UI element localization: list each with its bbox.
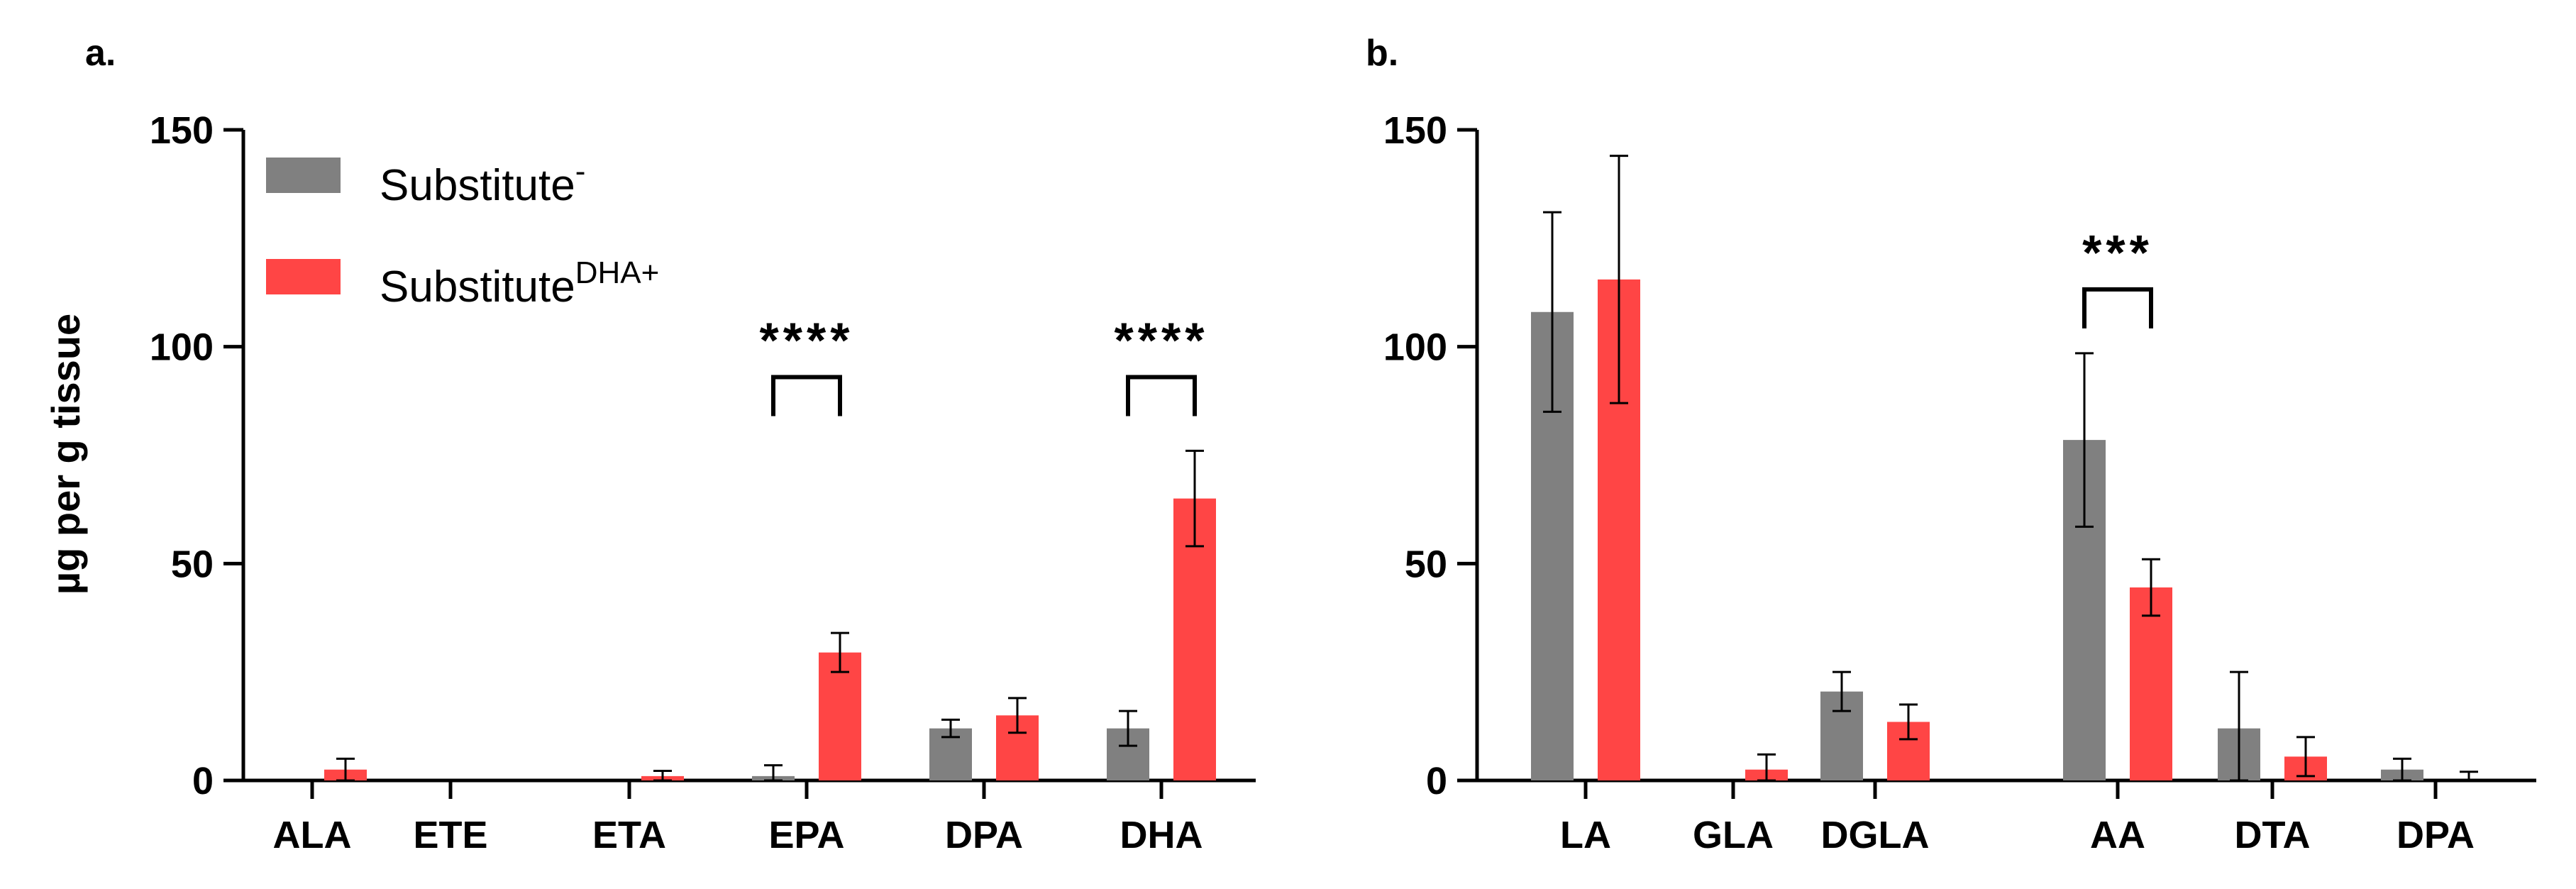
bar-red (819, 652, 861, 780)
x-tick-label: EPA (768, 814, 844, 856)
y-tick-label: 0 (1426, 760, 1447, 802)
y-tick-label: 150 (1383, 109, 1447, 152)
x-tick-label: DTA (2235, 814, 2311, 856)
x-tick-label: GLA (1693, 814, 1774, 856)
error-bar (1610, 155, 1628, 404)
error-bar (653, 770, 672, 782)
error-bar (1833, 670, 1851, 712)
error-bar (2393, 757, 2411, 782)
x-tick-label: ETA (592, 814, 666, 856)
y-axis-title-a: µg per g tissue (43, 314, 88, 595)
x-tick-label: DPA (2397, 814, 2475, 856)
error-bar (336, 757, 355, 782)
x-tick-label: LA (1560, 814, 1611, 856)
legend: Substitute- SubstituteDHA+ (266, 154, 659, 311)
x-tick-label: ETE (413, 814, 487, 856)
plot-area-a: 0 50 100 150 ALA ETE ETA EPA DPA DHA **** **** (150, 109, 1256, 856)
significance-label: *** (2082, 225, 2153, 280)
y-tick-label: 50 (1405, 543, 1447, 585)
panel-b: b. 0 50 100 150 LA GLA DGLA AA DTA DPA *** (1366, 33, 2536, 856)
bar-red (2130, 587, 2172, 780)
error-bar (2075, 352, 2094, 528)
x-tick-label: DGLA (1821, 814, 1930, 856)
significance-label: **** (1115, 312, 1209, 368)
y-tick-label: 100 (1383, 326, 1447, 369)
error-bar (764, 764, 783, 782)
x-tick-label: DHA (1120, 814, 1203, 856)
error-bar (2230, 670, 2248, 782)
error-bar (2296, 736, 2315, 778)
significance-bracket (771, 375, 842, 416)
x-tick-label: AA (2090, 814, 2145, 856)
error-bar (1543, 211, 1561, 413)
significance-bracket (2082, 287, 2153, 328)
y-tick-label: 0 (192, 760, 214, 802)
y-tick-label: 50 (171, 543, 214, 585)
error-bar (1185, 449, 1204, 548)
error-bar (2460, 771, 2478, 782)
y-tick-label: 100 (150, 326, 214, 369)
significance-label: **** (760, 312, 854, 368)
error-bar (1899, 703, 1918, 741)
error-bar (831, 631, 849, 673)
error-bar (2142, 558, 2160, 617)
plot-area-b: 0 50 100 150 LA GLA DGLA AA DTA DPA *** (1383, 109, 2536, 856)
legend-swatch-gray (266, 158, 341, 193)
error-bar (941, 718, 960, 739)
panel-letter-b: b. (1366, 33, 1398, 74)
error-bar (1119, 709, 1137, 747)
legend-swatch-red (266, 259, 341, 294)
panel-a: a. µg per g tissue 0 50 100 150 ALA ETE ETA EPA… (43, 33, 1256, 856)
panel-letter-a: a. (85, 33, 116, 74)
y-tick-label: 150 (150, 109, 214, 152)
error-bar (1757, 753, 1776, 782)
error-bar (1008, 697, 1027, 734)
significance-bracket (1126, 375, 1197, 416)
legend-label-red: SubstituteDHA+ (380, 255, 659, 311)
legend-label-gray: Substitute- (380, 154, 585, 210)
x-tick-label: DPA (945, 814, 1023, 856)
x-tick-label: ALA (273, 814, 352, 856)
